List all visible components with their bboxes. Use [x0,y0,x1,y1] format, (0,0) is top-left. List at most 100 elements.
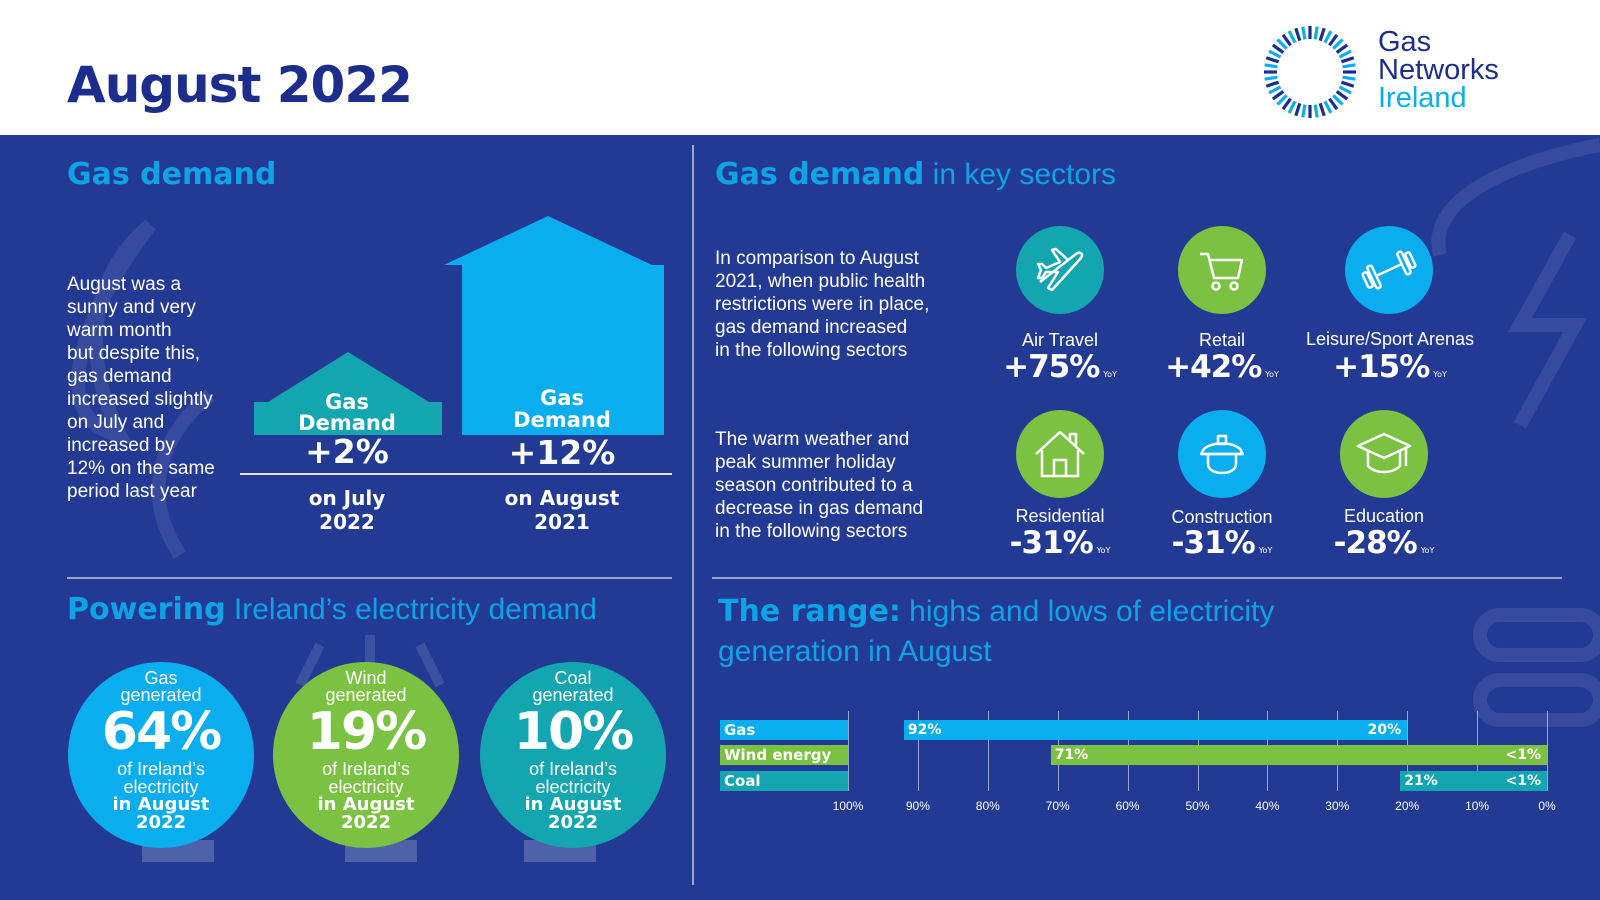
house-bar-july [254,352,442,435]
logo-dash [1342,63,1356,69]
range-category-label: Gas [720,720,848,740]
logo-dash [1268,49,1282,59]
sectors-decrease-intro: The warm weather and peak summer holiday… [715,429,924,542]
range-tick-label: 70% [1045,799,1070,813]
logo-dash [1328,97,1339,111]
range-gridline [848,711,849,791]
logo-dash [1264,63,1278,69]
graduation-cap-icon [1340,410,1428,498]
airplane-icon [1016,226,1104,314]
logo-dash [1301,26,1307,40]
logo-dash [1264,75,1278,81]
circle-gas-generated: Gas generated 64% of Ireland’s electrici… [68,662,254,848]
sector-name-construction: Construction [1171,507,1273,527]
range-gridline [1547,711,1548,791]
gas-demand-house-chart [254,216,664,435]
logo-dash [1271,90,1285,101]
range-low-label: <1% [1505,773,1541,789]
logo-dash [1335,43,1349,54]
gas-networks-ireland-logo-icon [1264,26,1356,118]
house-icon [1016,410,1104,498]
range-tick-label: 10% [1465,799,1490,813]
logo-dash [1265,56,1280,64]
range-tick-label: 0% [1538,799,1556,813]
logo-dash [1276,94,1288,106]
logo-dash [1281,33,1292,47]
logo-dash [1332,94,1344,106]
sector-name-retail: Retail [1198,330,1246,350]
logo-dash [1323,100,1333,114]
house-august-label: Gas Demand +12% [462,387,662,475]
logo-dash [1318,102,1326,117]
logo-dash [1328,33,1339,47]
header-bar [0,0,1600,135]
sector-value-leisure: +15% YoY [1333,349,1447,385]
range-tick-label: 90% [905,799,930,813]
logo-dash [1271,43,1285,54]
circle-coal-pct: 10% [513,702,634,762]
sectors-increase-intro: In comparison to August 2021, when publi… [715,248,930,361]
logo-dash [1287,30,1297,44]
logo-dash [1294,27,1302,42]
flame-decoration-icon-2 [151,389,215,559]
logo-dash [1276,38,1288,50]
range-tick-label: 100% [832,799,864,813]
logo-dash [1313,104,1319,118]
range-tick-label: 30% [1325,799,1350,813]
logo-dash [1301,104,1307,118]
sector-name-leisure: Leisure/Sport Arenas [1305,329,1475,349]
circle-gas-pct: 64% [101,702,222,762]
page-title: August 2022 [67,56,413,114]
gas-demand-description: August was a sunny and very warm month b… [67,274,215,502]
logo-dash [1323,30,1333,44]
logo-dash [1313,26,1319,40]
sector-value-education: -28% YoY [1333,525,1435,561]
house-july-value: +2% [305,432,389,471]
range-tick-label: 40% [1255,799,1280,813]
logo-text-networks: Networks [1378,54,1499,86]
logo-dash [1318,27,1326,42]
logo-dash [1340,56,1355,64]
sector-value-construction: -31% YoY [1171,525,1273,561]
logo-dash [1332,38,1344,50]
house-july-caption: on July 2022 [308,486,386,534]
range-title: The range: highs and lows of electricity… [718,594,1275,668]
house-chart-baseline [240,473,672,475]
logo-dash [1294,102,1302,117]
flame-decoration-icon [71,219,156,445]
logo-dash [1268,85,1282,95]
range-high-label: 92% [907,722,942,738]
range-low-label: 20% [1367,722,1402,738]
range-bar: 21% <1% [1400,771,1547,791]
range-high-label: 21% [1404,773,1438,789]
hard-hat-icon [1178,410,1266,498]
circle-wind-pct: 19% [306,702,427,762]
logo-dash [1338,85,1352,95]
gas-demand-title: Gas demand [67,157,277,192]
range-tick-label: 20% [1395,799,1420,813]
range-category-label: Wind energy [720,745,848,765]
sector-value-retail: +42% YoY [1165,349,1279,385]
range-gridline [917,711,919,791]
horizontal-divider-left [67,577,672,579]
sector-name-air-travel: Air Travel [1021,330,1099,350]
logo-text-ireland: Ireland [1378,82,1467,114]
shopping-cart-icon [1178,226,1266,314]
logo-dash [1287,100,1297,114]
circle-coal-generated: Coal generated 10% of Ireland’s electric… [480,662,666,848]
logo-dash [1335,90,1349,101]
range-low-label: <1% [1505,747,1541,763]
range-bar: 92% 20% [903,720,1408,740]
logo-dash [1338,49,1352,59]
range-bar: 71% <1% [1050,745,1547,765]
range-tick-label: 60% [1115,799,1140,813]
house-bar-august [444,216,664,435]
circle-wind-generated: Wind generated 19% of Ireland’s electric… [273,662,459,848]
logo-dash [1265,80,1280,88]
logo-dash [1342,75,1356,81]
dumbbell-icon [1345,226,1433,314]
lightning-decoration-icon [1508,231,1587,429]
logo-dash [1340,80,1355,88]
sectors-title: Gas demand in key sectors [715,157,1117,192]
range-high-label: 71% [1054,747,1089,763]
